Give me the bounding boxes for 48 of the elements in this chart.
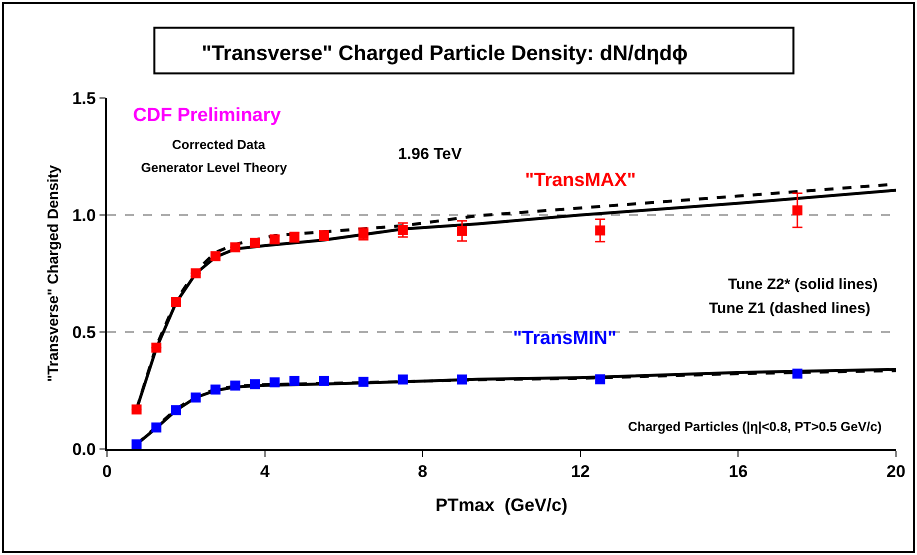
point <box>190 268 201 278</box>
point <box>792 205 802 216</box>
point <box>151 422 162 432</box>
point <box>270 377 280 388</box>
x-tick-label: 20 <box>886 462 906 482</box>
annotation: Tune Z1 (dashed lines) <box>709 300 870 317</box>
y-tick-label: 1.5 <box>72 88 96 108</box>
point <box>457 226 468 236</box>
x-tick-label: 16 <box>728 462 748 482</box>
annotation: Corrected Data <box>172 137 266 152</box>
point <box>398 374 408 384</box>
annotation: Generator Level Theory <box>141 160 288 175</box>
point <box>289 376 300 386</box>
annotation: CDF Preliminary <box>133 105 282 126</box>
annotation: Tune Z2* (solid lines) <box>728 276 878 293</box>
series-label: "TransMIN" <box>513 328 617 349</box>
point <box>318 376 329 386</box>
annotation: 1.96 TeV <box>398 146 462 163</box>
point <box>171 405 182 416</box>
x-tick-label: 8 <box>418 462 428 482</box>
chart-title: "Transverse" Charged Particle Density: dN/dηdϕ <box>202 42 688 66</box>
point <box>210 384 220 395</box>
y-axis-title: "Transverse" Charged Density <box>44 164 62 382</box>
y-tick-label: 0.5 <box>72 322 96 342</box>
point <box>132 439 142 450</box>
point <box>595 225 606 236</box>
x-tick-label: 0 <box>102 462 112 482</box>
y-tick-label: 1.0 <box>72 206 96 225</box>
x-axis-title: PTmax (GeV/c) <box>435 494 568 515</box>
annotation: Charged Particles (|η|<0.8, PT>0.5 GeV/c) <box>628 419 882 434</box>
point <box>230 242 240 252</box>
point <box>457 374 468 384</box>
point <box>151 342 162 353</box>
point <box>190 392 201 403</box>
point <box>358 376 368 387</box>
text: "TransMAX" <box>525 170 636 191</box>
point <box>250 238 260 248</box>
point <box>210 251 220 262</box>
point <box>398 224 408 235</box>
x-tick-label: 12 <box>570 462 590 482</box>
point <box>132 404 142 414</box>
point <box>595 374 606 384</box>
y-tick-label: 0.0 <box>72 440 96 459</box>
point <box>230 380 240 391</box>
x-tick-label: 4 <box>260 462 270 482</box>
point <box>792 368 802 379</box>
point <box>171 297 182 308</box>
point <box>250 379 260 390</box>
